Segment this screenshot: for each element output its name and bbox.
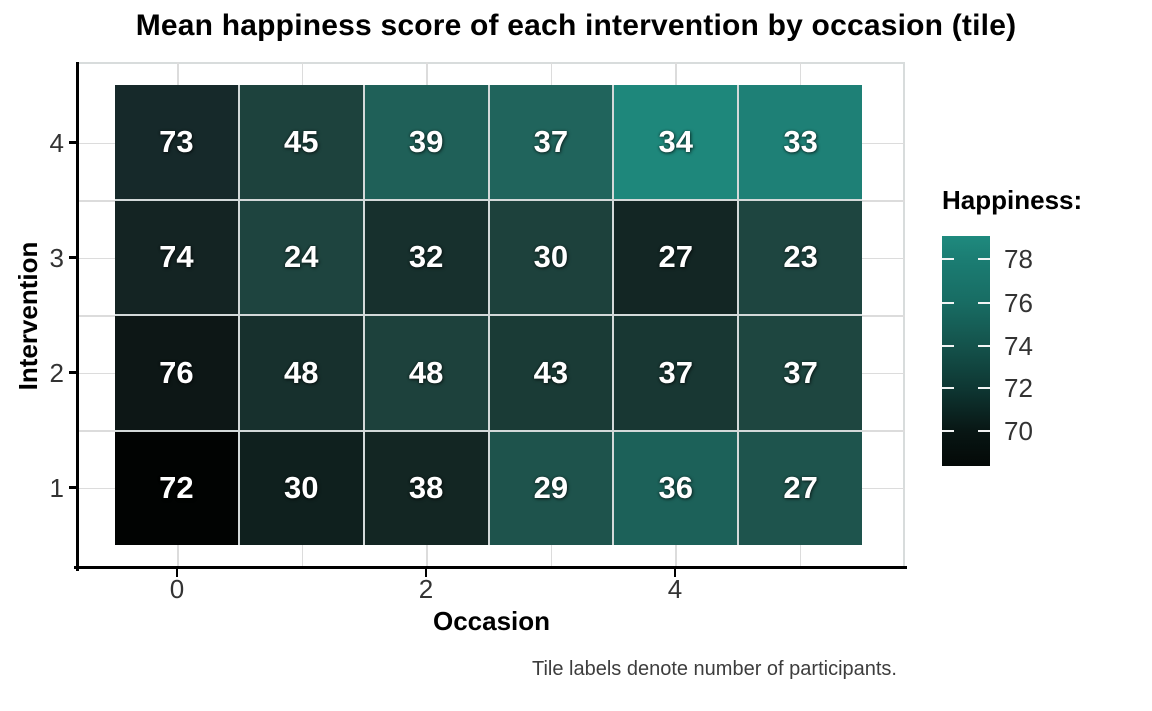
heatmap-tile: 30 — [239, 431, 363, 545]
tile-label: 30 — [284, 470, 319, 506]
heatmap-tile: 37 — [739, 316, 862, 430]
y-tick-mark — [69, 256, 78, 259]
heatmap-tile: 48 — [364, 316, 488, 430]
legend-tick-mark — [942, 387, 954, 390]
legend-tick-mark — [942, 258, 954, 260]
legend-tick-mark — [978, 344, 990, 347]
y-tick-label: 1 — [49, 472, 64, 503]
legend-tick-label: 78 — [1004, 244, 1033, 274]
heatmap-tile: 43 — [489, 316, 613, 430]
legend-tick-mark — [978, 258, 990, 260]
x-tick-label: 0 — [169, 574, 185, 604]
heatmap-tile: 72 — [115, 431, 238, 545]
plot-panel: 73 45 39 37 34 33 74 24 32 30 27 23 76 48 48 43 37 37 72 30… — [78, 62, 905, 568]
heatmap-tile: 37 — [489, 85, 613, 199]
tile-label: 37 — [783, 354, 818, 390]
heatmap-tile: 45 — [239, 85, 363, 199]
tile-label: 27 — [783, 470, 818, 506]
tile-label: 23 — [783, 239, 818, 275]
tile-label: 27 — [658, 239, 693, 275]
tile-label: 24 — [284, 239, 319, 275]
legend-tick-label: 72 — [1004, 373, 1033, 404]
y-tick-label: 4 — [49, 127, 64, 158]
heatmap-tile: 24 — [239, 200, 363, 314]
heatmap-tile: 27 — [739, 431, 862, 545]
heatmap-tile: 23 — [739, 200, 862, 314]
chart-title: Mean happiness score of each interventio… — [135, 9, 1017, 42]
tile-label: 39 — [408, 123, 444, 159]
heatmap-tile: 32 — [364, 200, 488, 314]
heatmap-tile: 36 — [614, 431, 738, 545]
tile-label: 76 — [159, 354, 194, 390]
legend-tick-mark — [942, 344, 954, 347]
legend-tick-label: 76 — [1004, 287, 1033, 318]
heatmap-tile: 33 — [739, 85, 862, 199]
heatmap-tile: 48 — [239, 316, 363, 430]
tile-label: 30 — [533, 239, 569, 275]
x-tick-mark — [424, 569, 428, 577]
y-tick-label: 3 — [49, 242, 64, 273]
x-tick-mark — [175, 569, 179, 577]
heatmap-tile: 76 — [115, 316, 238, 430]
legend-tick-mark — [942, 430, 954, 433]
legend-tick-label: 70 — [1004, 416, 1033, 447]
tile-label: 36 — [658, 470, 693, 506]
heatmap-tile: 39 — [364, 85, 488, 199]
tile-label: 37 — [658, 354, 693, 390]
y-tick-mark — [69, 486, 78, 489]
heatmap-tile: 74 — [115, 200, 238, 314]
heatmap-tile: 38 — [364, 431, 488, 545]
tile-label: 73 — [159, 123, 194, 159]
y-tick-label: 2 — [49, 357, 64, 388]
heatmap-tiles: 73 45 39 37 34 33 74 24 32 30 27 23 76 48 48 43 37 37 72 30… — [115, 85, 862, 545]
chart-caption: Tile labels denote number of participant… — [531, 658, 897, 680]
heatmap-tile: 73 — [115, 85, 238, 199]
y-tick-mark — [69, 141, 78, 144]
tile-label: 34 — [658, 123, 693, 159]
legend-tick-label: 74 — [1004, 330, 1033, 361]
legend-tick-mark — [942, 301, 954, 304]
legend-title: Happiness: — [942, 185, 1083, 215]
legend-colorbar — [942, 236, 990, 466]
x-axis-line — [74, 566, 907, 569]
y-axis-line — [75, 62, 79, 571]
tile-label: 38 — [408, 470, 444, 506]
x-tick-mark — [673, 569, 677, 577]
heatmap-tile: 34 — [614, 85, 738, 199]
tile-label: 72 — [159, 470, 194, 506]
y-tick-mark — [69, 371, 78, 374]
heatmap-tile: 27 — [614, 200, 738, 314]
tile-label: 74 — [159, 239, 194, 275]
tile-label: 37 — [533, 123, 569, 159]
tile-label: 43 — [533, 354, 569, 390]
legend-tick-mark — [978, 301, 990, 304]
tile-label: 33 — [783, 123, 818, 159]
tile-label: 48 — [408, 354, 444, 390]
x-tick-label: 4 — [667, 574, 683, 604]
heatmap-tile: 37 — [614, 316, 738, 430]
legend-tick-mark — [978, 430, 990, 433]
y-axis-title: Intervention — [13, 241, 43, 391]
tile-label: 45 — [284, 123, 319, 159]
heatmap-tile: 29 — [489, 431, 613, 545]
tile-label: 29 — [533, 470, 569, 506]
heatmap-tile: 30 — [489, 200, 613, 314]
panel-border-top — [78, 62, 905, 64]
legend-tick-mark — [978, 387, 990, 390]
tile-label: 32 — [408, 239, 444, 275]
x-tick-label: 2 — [418, 574, 434, 604]
x-axis-title: Occasion — [432, 606, 551, 636]
tile-label: 48 — [284, 354, 319, 390]
